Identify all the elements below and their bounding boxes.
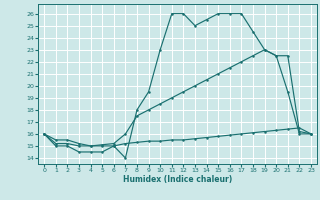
X-axis label: Humidex (Indice chaleur): Humidex (Indice chaleur) (123, 175, 232, 184)
